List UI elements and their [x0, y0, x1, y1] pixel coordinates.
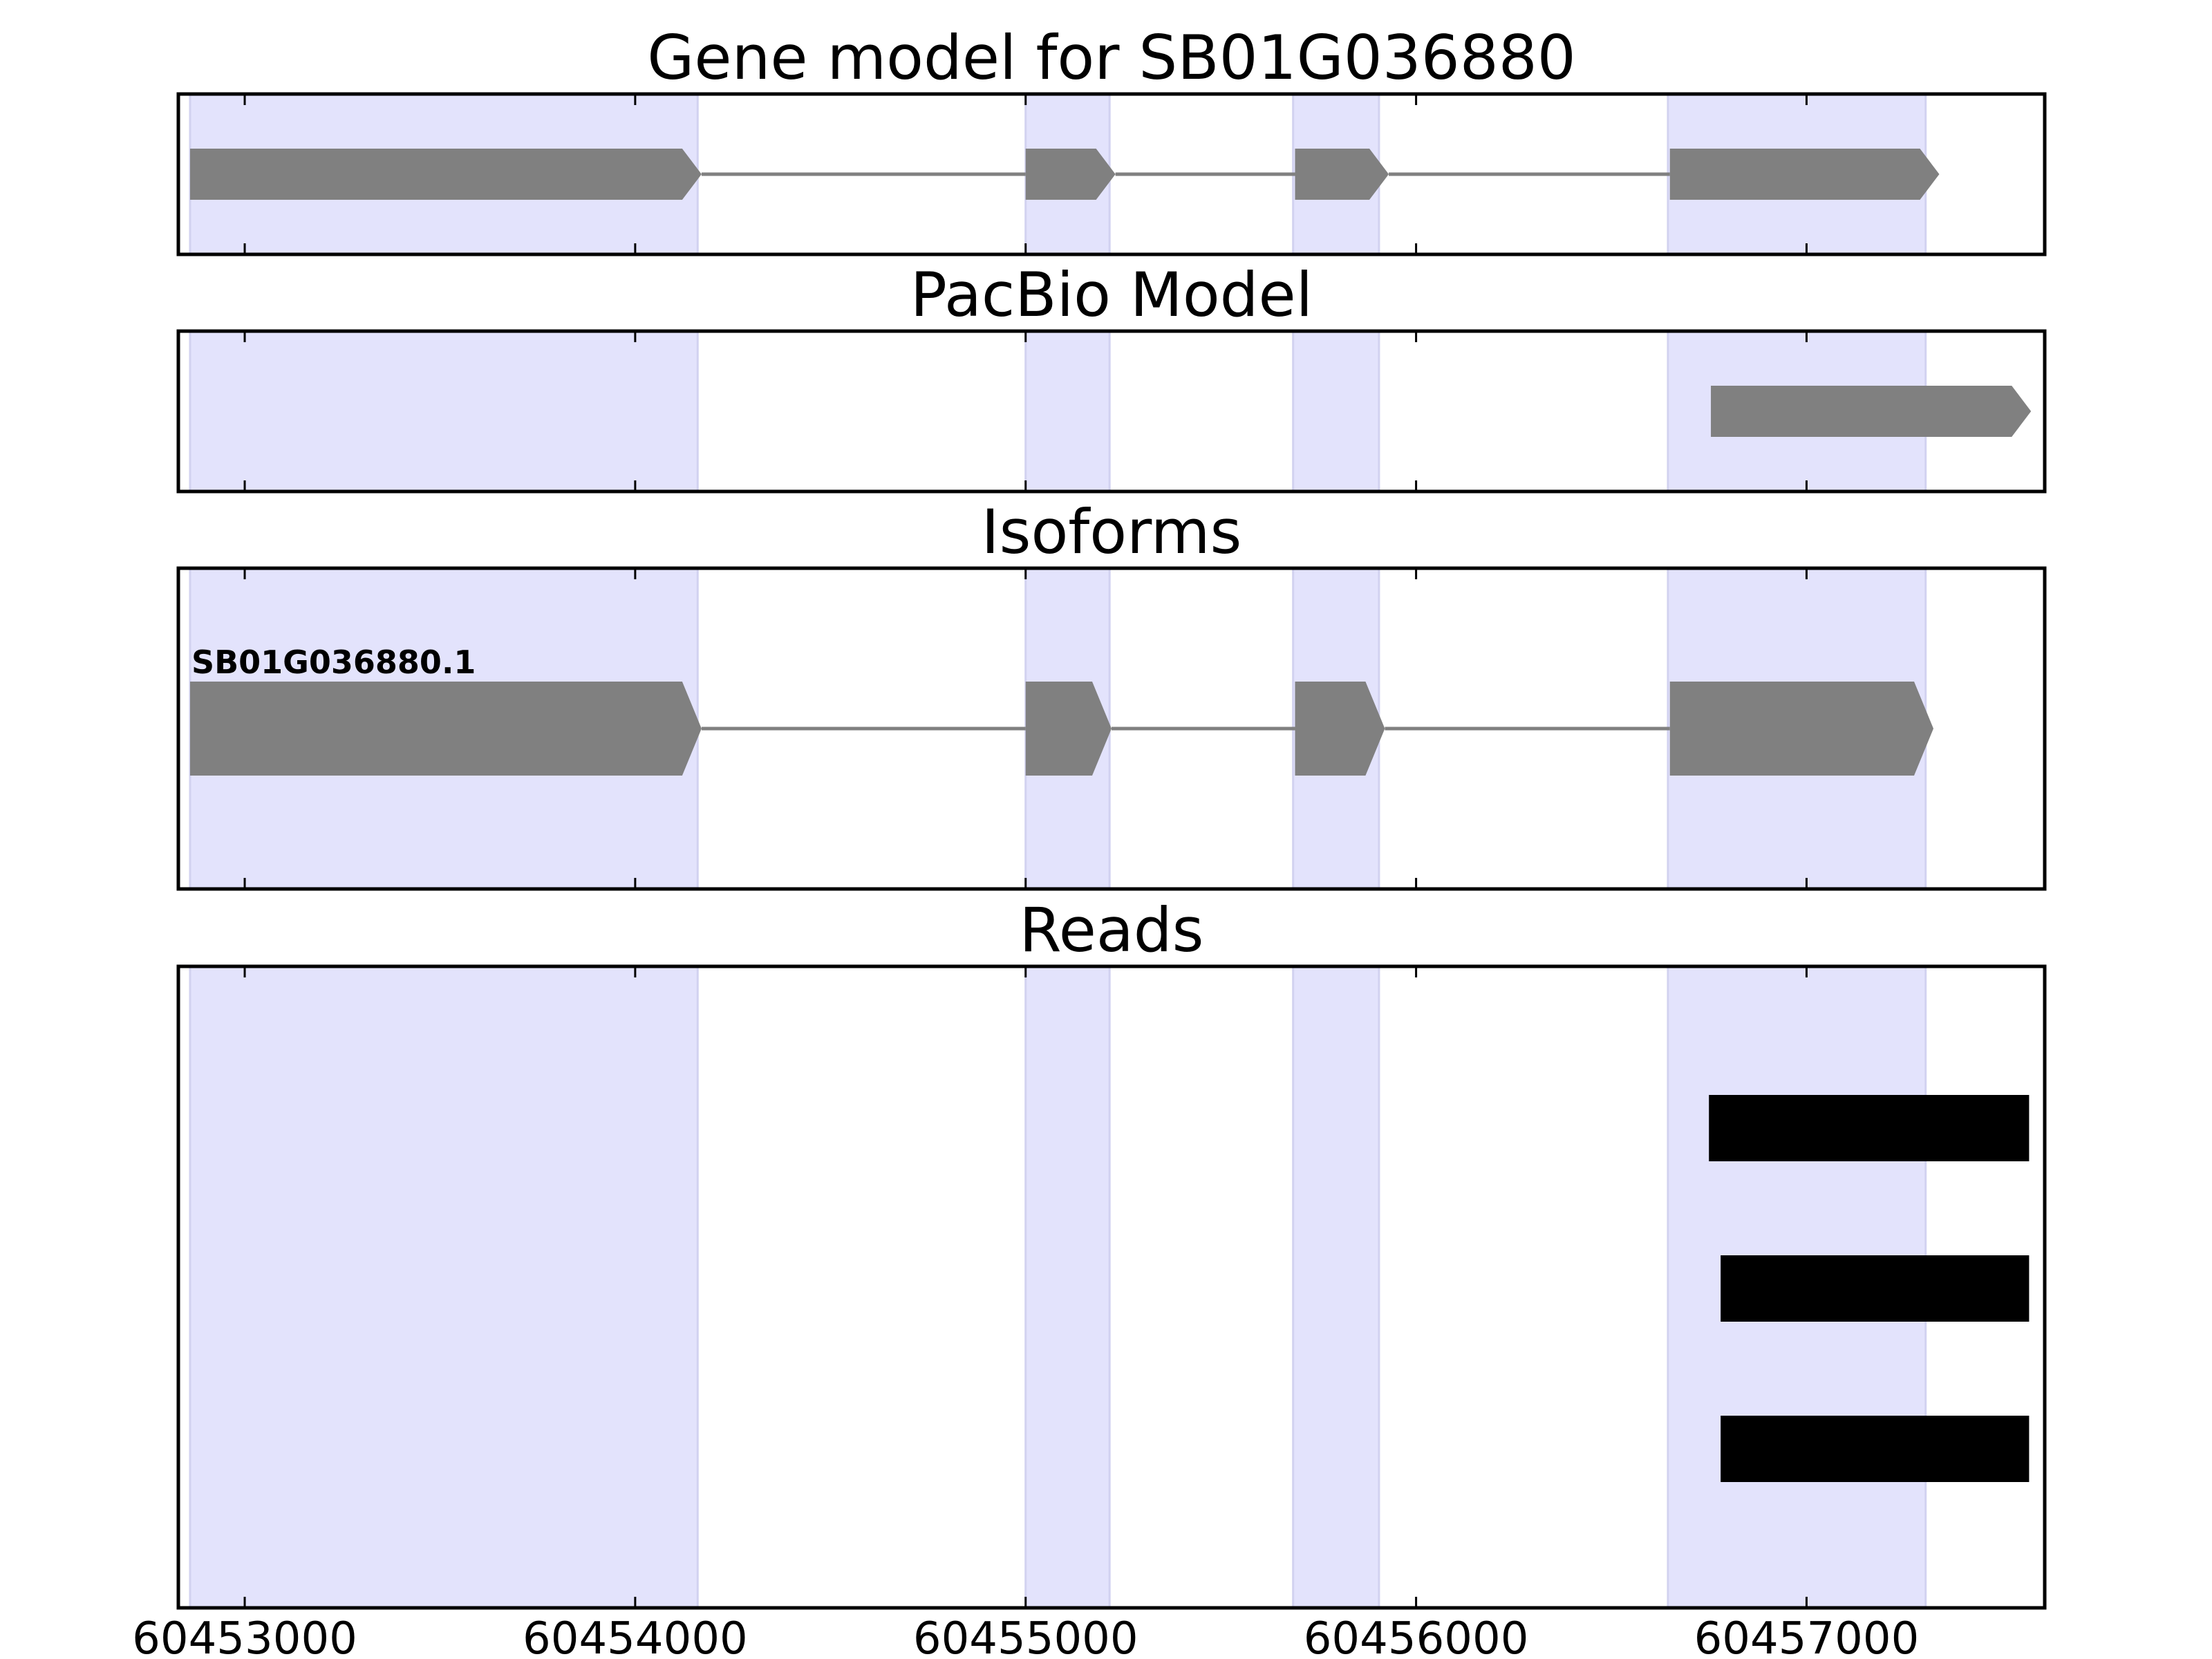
exon-highlight-band — [189, 965, 699, 1609]
axes-frame — [176, 329, 2047, 494]
axes-frame — [176, 566, 2047, 891]
exon-highlight-band — [189, 330, 699, 493]
read-bar — [1709, 1095, 2030, 1161]
panel-isoform-2: Isoforms SB01G036880.1 — [176, 496, 2047, 891]
x-tick-label: 60455000 — [913, 1613, 1138, 1659]
panel-title: Isoforms — [982, 496, 1242, 568]
panel-title: Gene model for SB01G036880 — [647, 22, 1576, 93]
exon-block — [1025, 149, 1116, 200]
exon-highlight-band — [1292, 330, 1380, 493]
read-bar — [1721, 1416, 2030, 1482]
exon-block — [1711, 386, 2032, 437]
isoform-label: SB01G036880.1 — [191, 644, 476, 681]
exon-block — [1295, 149, 1389, 200]
panels-layer: Gene model for SB01G036880 PacBio Model Is… — [132, 22, 2047, 1659]
read-bar — [1721, 1255, 2030, 1322]
x-tick-label: 60454000 — [523, 1613, 748, 1659]
panel-reads-3: Reads 60453000 60454000 60455000 60456000 604… — [132, 894, 2047, 1659]
panel-title: Reads — [1020, 894, 1204, 966]
axes-frame — [176, 964, 2047, 1610]
exon-highlight-band — [1024, 965, 1111, 1609]
exon-block — [1669, 682, 1934, 776]
exon-highlight-band — [1024, 330, 1111, 493]
exon-block — [189, 682, 702, 776]
panel-title: PacBio Model — [910, 259, 1313, 330]
exon-highlight-band — [1292, 965, 1380, 1609]
axes-frame — [176, 92, 2047, 256]
exon-block — [189, 149, 702, 200]
x-tick-label: 60456000 — [1304, 1613, 1529, 1659]
exon-block — [1669, 149, 1940, 200]
panel-gene-1: PacBio Model — [176, 259, 2047, 494]
exon-block — [1025, 682, 1112, 776]
panel-gene-0: Gene model for SB01G036880 — [176, 22, 2047, 256]
x-tick-label: 60453000 — [132, 1613, 357, 1659]
x-tick-label: 60457000 — [1694, 1613, 1920, 1659]
exon-block — [1295, 682, 1385, 776]
